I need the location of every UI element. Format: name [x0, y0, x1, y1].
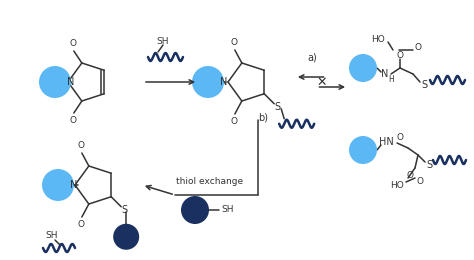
Text: O: O: [69, 115, 76, 125]
Text: O: O: [77, 141, 84, 151]
Text: N: N: [70, 180, 78, 190]
Text: ✕: ✕: [316, 75, 327, 88]
Text: HO: HO: [371, 36, 385, 44]
Text: H: H: [388, 75, 394, 83]
Text: SH: SH: [46, 231, 58, 239]
Text: S: S: [121, 205, 127, 215]
Text: N: N: [67, 77, 75, 87]
Text: S: S: [421, 80, 427, 90]
Text: a): a): [307, 53, 317, 63]
Text: S: S: [426, 160, 432, 170]
Circle shape: [349, 136, 377, 164]
Text: thiol exchange: thiol exchange: [176, 178, 244, 186]
Text: O: O: [230, 116, 237, 126]
Text: N: N: [381, 69, 389, 79]
Text: N: N: [220, 77, 228, 87]
Text: HO: HO: [390, 180, 404, 190]
Text: SH: SH: [222, 205, 234, 214]
Text: O: O: [407, 171, 413, 179]
Circle shape: [181, 196, 209, 224]
Text: S: S: [274, 102, 280, 112]
Circle shape: [113, 224, 139, 250]
Text: O: O: [230, 38, 237, 48]
Text: O: O: [414, 43, 421, 53]
Text: O: O: [396, 50, 403, 60]
Circle shape: [192, 66, 224, 98]
Circle shape: [349, 54, 377, 82]
Text: b): b): [258, 113, 268, 123]
Circle shape: [39, 66, 71, 98]
Text: HN: HN: [379, 137, 393, 147]
Text: O: O: [396, 133, 403, 141]
Text: SH: SH: [157, 37, 169, 47]
Text: O: O: [417, 178, 423, 186]
Circle shape: [42, 169, 74, 201]
Text: O: O: [77, 219, 84, 229]
Text: O: O: [69, 40, 76, 48]
